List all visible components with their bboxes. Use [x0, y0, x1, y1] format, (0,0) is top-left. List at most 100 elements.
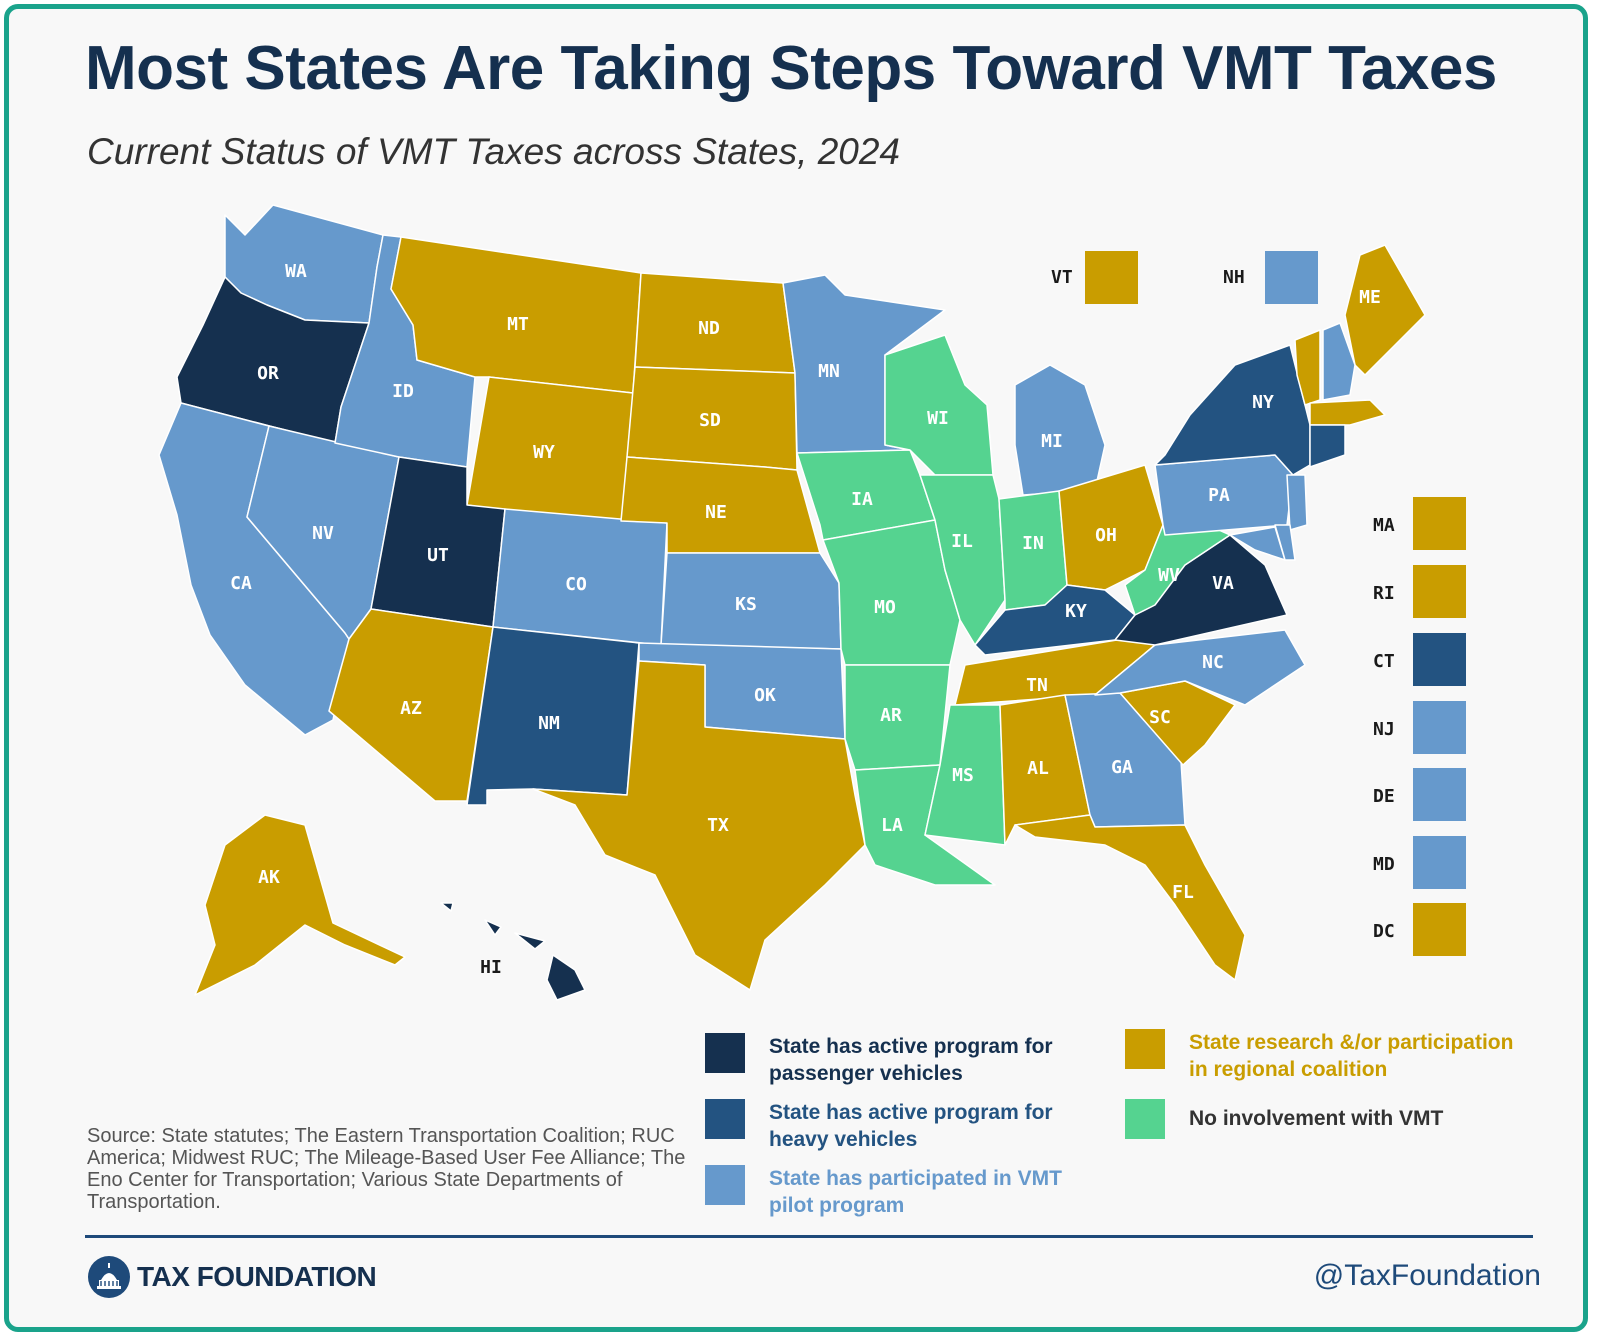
- source-note: Source: State statutes; The Eastern Tran…: [87, 1125, 686, 1213]
- state-label-fl: FL: [1172, 882, 1194, 903]
- state-label-in: IN: [1022, 533, 1044, 554]
- state-ny: [1154, 344, 1311, 476]
- legend-label-heavy: State has active program for heavy vehic…: [769, 1101, 1053, 1151]
- state-label-ca: CA: [230, 573, 252, 594]
- state-label-ia: IA: [851, 489, 873, 510]
- state-nh: [1322, 322, 1356, 401]
- key-swatch-dc: [1413, 903, 1466, 956]
- legend-label-pilot: State has participated in VMT pilot prog…: [769, 1167, 1062, 1217]
- legend-swatch-passenger: [705, 1033, 745, 1073]
- state-label-co: CO: [565, 574, 587, 595]
- state-label-ny: NY: [1252, 392, 1274, 413]
- state-ky: [974, 584, 1136, 656]
- key-label-nj: NJ: [1373, 719, 1395, 740]
- state-label-ne: NE: [705, 502, 727, 523]
- legend-label-research: State research &/or participation in reg…: [1189, 1031, 1514, 1081]
- twitter-handle: @TaxFoundation: [1313, 1259, 1541, 1292]
- key-label-de: DE: [1373, 786, 1395, 807]
- state-fl: [1014, 814, 1246, 981]
- legend-label-none: No involvement with VMT: [1189, 1107, 1444, 1130]
- key-label-ct: CT: [1373, 651, 1395, 672]
- state-label-wy: WY: [533, 442, 555, 463]
- page-title: Most States Are Taking Steps Toward VMT …: [85, 34, 1497, 103]
- state-label-ms: MS: [952, 765, 974, 786]
- state-label-oh: OH: [1095, 525, 1117, 546]
- footer-divider: [85, 1235, 1533, 1238]
- state-ms: [924, 704, 1006, 846]
- state-label-il: IL: [951, 531, 973, 552]
- state-label-tn: TN: [1026, 675, 1048, 696]
- legend-item-passenger: State has active program for passenger v…: [705, 1033, 1053, 1087]
- state-mi: [1014, 364, 1106, 496]
- legend-item-pilot: State has participated in VMT pilot prog…: [705, 1165, 1062, 1219]
- page-subtitle: Current Status of VMT Taxes across State…: [87, 131, 901, 172]
- key-swatch-nj: [1413, 701, 1466, 754]
- state-il: [919, 474, 1006, 646]
- state-label-ga: GA: [1111, 757, 1133, 778]
- state-label-sc: SC: [1149, 707, 1171, 728]
- key-label-dc: DC: [1373, 921, 1395, 942]
- state-label-mi: MI: [1041, 431, 1063, 452]
- state-label-ut: UT: [427, 545, 449, 566]
- state-de: [1274, 524, 1296, 561]
- tax-foundation-logo: TAX FOUNDATION: [87, 1255, 377, 1299]
- state-nm: [466, 626, 640, 806]
- state-label-mn: MN: [818, 361, 840, 382]
- state-label-al: AL: [1027, 758, 1049, 779]
- state-label-tx: TX: [707, 815, 729, 836]
- legend-item-research: State research &/or participation in reg…: [1125, 1029, 1513, 1083]
- key-label-ri: RI: [1373, 583, 1395, 604]
- state-label-ak: AK: [258, 867, 280, 888]
- legend-swatch-none: [1125, 1099, 1165, 1139]
- state-label-mt: MT: [507, 314, 529, 335]
- state-label-ar: AR: [880, 705, 902, 726]
- key-swatch-de: [1413, 768, 1466, 821]
- state-ak: [194, 814, 406, 996]
- state-label-la: LA: [881, 815, 903, 836]
- state-label-nc: NC: [1202, 652, 1224, 673]
- key-label-md: MD: [1373, 854, 1395, 875]
- state-label-va: VA: [1212, 573, 1234, 594]
- us-map: WA OR CA NV ID MT WY UT AZ CO NM ND SD NE KS OK TX MN IA MO…: [158, 204, 1426, 1001]
- logo-text: TAX FOUNDATION: [137, 1261, 377, 1292]
- state-label-me: ME: [1359, 287, 1381, 308]
- legend-item-none: No involvement with VMT: [1125, 1099, 1443, 1139]
- key-label-vt: VT: [1051, 267, 1073, 288]
- capitol-dome-icon: [88, 1256, 130, 1298]
- state-ct: [1309, 424, 1346, 468]
- state-label-wv: WV: [1158, 565, 1180, 586]
- infographic-frame: Most States Are Taking Steps Toward VMT …: [4, 4, 1588, 1332]
- legend-item-heavy: State has active program for heavy vehic…: [705, 1099, 1053, 1153]
- state-label-az: AZ: [400, 698, 422, 719]
- state-label-nm: NM: [538, 713, 560, 734]
- state-nc: [1094, 629, 1306, 706]
- key-swatch-ri: [1413, 565, 1466, 618]
- state-label-ok: OK: [754, 685, 776, 706]
- state-label-nv: NV: [312, 523, 334, 544]
- state-nj: [1286, 474, 1308, 531]
- state-label-nd: ND: [698, 318, 720, 339]
- state-label-wa: WA: [285, 261, 307, 282]
- legend-label-passenger: State has active program for passenger v…: [769, 1035, 1053, 1085]
- state-me: [1344, 244, 1426, 376]
- key-swatch-md: [1413, 836, 1466, 889]
- key-label-nh: NH: [1223, 267, 1245, 288]
- state-label-id: ID: [392, 381, 414, 402]
- key-swatch-ct: [1413, 633, 1466, 686]
- state-label-sd: SD: [699, 410, 721, 431]
- state-label-hi: HI: [480, 957, 502, 978]
- legend-swatch-pilot: [705, 1165, 745, 1205]
- state-hi: [440, 902, 586, 1001]
- state-label-ks: KS: [735, 594, 757, 615]
- state-label-mo: MO: [874, 597, 896, 618]
- state-label-wi: WI: [927, 408, 949, 429]
- state-tx: [532, 660, 866, 991]
- legend-swatch-heavy: [705, 1099, 745, 1139]
- key-swatch-ma: [1413, 497, 1466, 550]
- state-ma: [1309, 399, 1386, 426]
- legend-swatch-research: [1125, 1029, 1165, 1069]
- state-label-or: OR: [257, 363, 279, 384]
- state-label-ky: KY: [1065, 601, 1087, 622]
- key-label-ma: MA: [1373, 515, 1395, 536]
- state-label-pa: PA: [1208, 485, 1230, 506]
